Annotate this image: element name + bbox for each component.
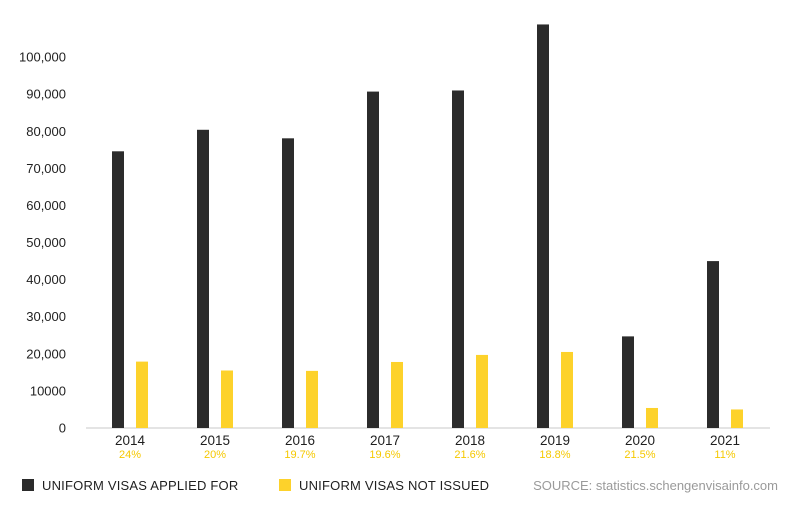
legend-swatch-applied	[22, 479, 34, 491]
bar-applied	[282, 138, 294, 428]
rejection-rate-label: 19.6%	[369, 449, 400, 461]
x-tick-label: 2018	[455, 433, 485, 448]
y-tick-label: 90,000	[26, 87, 66, 102]
y-tick-label: 80,000	[26, 124, 66, 139]
bar-series	[112, 24, 743, 429]
x-tick-label: 2017	[370, 433, 400, 448]
y-tick-label: 0	[59, 421, 66, 436]
y-tick-label: 40,000	[26, 272, 66, 287]
source-note: SOURCE: statistics.schengenvisainfo.com	[533, 478, 778, 493]
rejection-rate-label: 21.5%	[624, 449, 655, 461]
bar-applied	[452, 90, 464, 429]
x-tick-label: 2019	[540, 433, 570, 448]
bar-applied	[112, 151, 124, 428]
x-tick-label: 2021	[710, 433, 740, 448]
bar-not-issued	[306, 370, 318, 428]
y-tick-label: 20,000	[26, 346, 66, 361]
bar-not-issued	[391, 361, 403, 428]
legend: UNIFORM VISAS APPLIED FOR UNIFORM VISAS …	[22, 478, 489, 493]
bar-not-issued	[731, 409, 743, 428]
y-tick-label: 50,000	[26, 235, 66, 250]
legend-swatch-not-issued	[279, 479, 291, 491]
x-tick-label: 2014	[115, 433, 146, 448]
bar-not-issued	[221, 370, 233, 428]
x-tick-label: 2016	[285, 433, 315, 448]
legend-label-applied: UNIFORM VISAS APPLIED FOR	[42, 478, 238, 493]
y-axis-ticks: 0 10000 20,000 30,000 40,000 50,000 60,000 70,0…	[19, 50, 66, 436]
y-tick-label: 100,000	[19, 50, 66, 65]
y-tick-label: 70,000	[26, 161, 66, 176]
y-tick-label: 30,000	[26, 309, 66, 324]
bar-not-issued	[476, 354, 488, 428]
legend-label-not-issued: UNIFORM VISAS NOT ISSUED	[299, 478, 489, 493]
bar-not-issued	[136, 361, 148, 428]
bar-applied	[622, 336, 634, 428]
x-tick-label: 2020	[625, 433, 655, 448]
rejection-rate-label: 20%	[204, 449, 226, 461]
rejection-rate-label: 24%	[119, 449, 141, 461]
bar-applied	[537, 24, 549, 429]
bar-not-issued	[561, 351, 573, 428]
bar-not-issued	[646, 407, 658, 428]
bar-applied	[197, 129, 209, 428]
bar-applied	[707, 261, 719, 428]
bar-applied	[367, 91, 379, 429]
x-tick-label: 2015	[200, 433, 230, 448]
y-tick-label: 60,000	[26, 198, 66, 213]
rejection-rate-label: 18.8%	[539, 449, 570, 461]
rejection-rate-label: 19.7%	[284, 449, 315, 461]
rejection-rate-label: 21.6%	[454, 449, 485, 461]
rejection-rate-label: 11%	[714, 449, 735, 461]
y-tick-label: 10000	[30, 383, 66, 398]
